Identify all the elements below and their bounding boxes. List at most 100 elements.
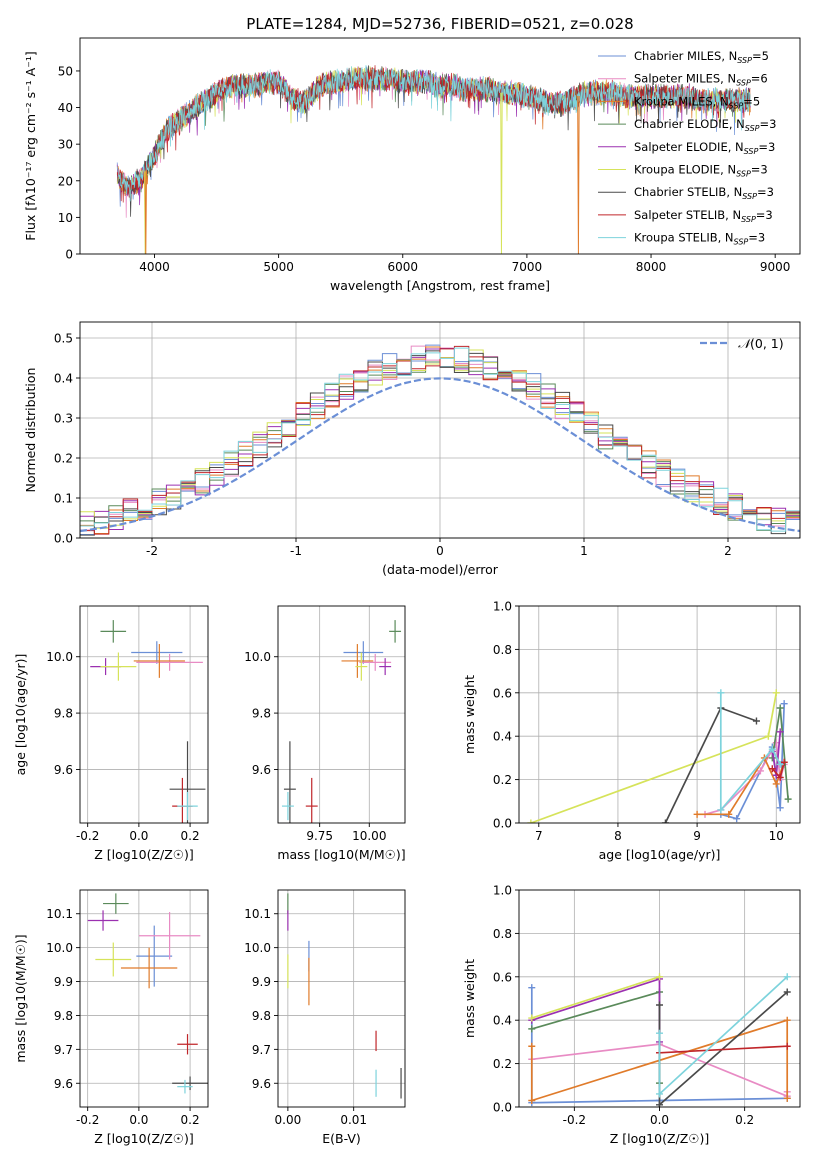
spectrum-dip — [500, 92, 503, 254]
y-tick-label: 0.6 — [493, 970, 512, 984]
legend-entry: Kroupa MILES, NSSP=5 — [634, 94, 760, 110]
x-tick-label: 0.2 — [181, 829, 200, 843]
legend-entry: Kroupa STELIB, NSSP=3 — [634, 231, 765, 247]
errorbar-point — [103, 893, 129, 914]
errorbar-point — [100, 652, 137, 681]
y-tick-label: 0.5 — [54, 332, 73, 346]
axes-frame-group: -0.2 0.0 0.2 9.6 9.8 10.0 Z [log10(Z/Z☉)] age [… — [13, 605, 209, 862]
x-tick-label: 2 — [724, 544, 732, 558]
errorbar-point — [281, 792, 294, 821]
axes-frame — [518, 605, 801, 824]
errorbar-point — [138, 912, 201, 960]
legend-entry: Kroupa ELODIE, NSSP=3 — [634, 163, 768, 179]
y-axis-label: age [log10(age/yr)] — [13, 654, 28, 776]
errorbar-point — [136, 653, 203, 671]
massweight-marker — [661, 819, 669, 823]
spectrum-legend: Chabrier MILES, NSSP=5 Salpeter MILES, NS… — [598, 49, 776, 247]
errorbar-point — [341, 644, 374, 678]
massweight-marker — [783, 1042, 791, 1050]
panel-spectrum: 4000 5000 6000 7000 8000 9000 0 10 20 30 40 50 wavel… — [23, 37, 801, 293]
errorbar-point — [131, 641, 183, 664]
errorbar-point — [100, 620, 127, 643]
massweight-marker — [768, 765, 776, 773]
errorbar-point — [343, 641, 384, 664]
x-tick-label: 8 — [614, 829, 622, 843]
x-axis-label: Z [log10(Z/Z☉)] — [94, 847, 194, 862]
panel-massweight-vs-Z: -0.2 0.0 0.2 0.0 0.2 0.4 0.6 0.8 1.0 Z [log10(Z/Z… — [462, 884, 801, 1146]
errorbar-point — [136, 925, 173, 987]
y-tick-label: 9.8 — [252, 707, 271, 721]
massweight-marker — [776, 760, 784, 768]
x-axis-label: (data-model)/error — [382, 562, 499, 577]
massweight-marker — [780, 700, 788, 708]
y-tick-label: 0.1 — [54, 492, 73, 506]
massweight-marker — [656, 1101, 663, 1107]
plot-area — [287, 893, 402, 1099]
y-tick-label: 9.6 — [54, 1077, 73, 1091]
errorbar-point — [359, 653, 392, 671]
massweight-marker — [772, 689, 780, 697]
y-tick-label: 0.0 — [54, 532, 73, 546]
massweight-marker — [784, 795, 792, 803]
y-axis-label: Flux [fλ10⁻¹⁷ erg cm⁻² s⁻¹ A⁻¹] — [23, 51, 38, 240]
y-axis-label: Normed distribution — [23, 368, 38, 493]
massweight-marker — [783, 973, 791, 981]
y-tick-label: 0.0 — [493, 817, 512, 831]
y-tick-label: 0.8 — [493, 927, 512, 941]
x-tick-label: 9 — [693, 829, 701, 843]
y-axis-label: mass weight — [462, 675, 477, 754]
massweight-line — [531, 975, 660, 1019]
massweight-marker — [756, 767, 764, 775]
y-tick-label: 0 — [65, 248, 73, 262]
massweight-marker — [717, 806, 725, 814]
y-tick-label: 9.8 — [252, 1009, 271, 1023]
y-tick-label: 9.6 — [252, 1077, 271, 1091]
x-tick-label: 0.2 — [181, 1113, 200, 1127]
massweight-line — [531, 990, 661, 1084]
x-tick-label: 10.00 — [352, 829, 386, 843]
y-tick-label: 9.7 — [54, 1043, 73, 1057]
x-axis-label: Z [log10(Z/Z☉)] — [94, 1131, 194, 1146]
x-tick-label: 0 — [436, 544, 444, 558]
plot-area — [528, 973, 791, 1107]
y-tick-label: 1.0 — [493, 884, 512, 898]
x-tick-label: -1 — [290, 544, 302, 558]
massweight-marker — [768, 745, 776, 753]
errorbar-point — [95, 942, 132, 977]
y-tick-label: 0.4 — [493, 1014, 512, 1028]
errorbar-point — [355, 652, 368, 681]
x-axis-label: Z [log10(Z/Z☉)] — [610, 1131, 710, 1146]
axes-frame-group: 7 8 9 10 0.0 0.2 0.4 0.6 0.8 1.0 age [log10(age/yr… — [462, 600, 801, 862]
x-axis-label: E(B-V) — [322, 1131, 361, 1146]
x-tick-label: 0.0 — [129, 1113, 148, 1127]
y-tick-label: 0.2 — [493, 1057, 512, 1071]
y-tick-label: 40 — [58, 101, 73, 115]
y-tick-label: 0.8 — [493, 643, 512, 657]
legend-entry: 𝒩(0, 1) — [738, 336, 784, 351]
massweight-marker — [656, 1029, 663, 1037]
massweight-marker — [656, 1090, 663, 1098]
massweight-marker — [776, 804, 784, 812]
plot-area — [527, 689, 792, 823]
x-axis-label: wavelength [Angstrom, rest frame] — [330, 278, 550, 293]
axes-frame-group: 4000 5000 6000 7000 8000 9000 0 10 20 30 40 50 wavel… — [23, 37, 801, 293]
errorbar-point — [389, 620, 402, 643]
errorbar-point — [177, 1034, 198, 1055]
errorbar-point — [283, 741, 296, 823]
normal-reference-curve — [80, 377, 800, 533]
x-axis-label: mass [log10(M/M☉)] — [277, 847, 405, 862]
axes-frame — [79, 889, 209, 1108]
panel-residuals: -2 -1 0 1 2 0.0 0.1 0.2 0.3 0.4 0.5 (data-model)/er… — [23, 321, 801, 577]
y-tick-label: 0.2 — [54, 452, 73, 466]
massweight-marker — [656, 973, 663, 981]
massweight-line — [658, 976, 788, 1096]
errorbar-point — [120, 947, 178, 989]
x-tick-label: -0.2 — [76, 1113, 99, 1127]
axes-frame-group: -2 -1 0 1 2 0.0 0.1 0.2 0.3 0.4 0.5 (data-model)/er… — [23, 321, 801, 577]
y-tick-label: 10.1 — [244, 907, 271, 921]
massweight-marker — [733, 815, 741, 823]
axes-frame — [79, 605, 209, 824]
plot-area — [87, 893, 208, 1094]
massweight-marker — [772, 780, 780, 788]
